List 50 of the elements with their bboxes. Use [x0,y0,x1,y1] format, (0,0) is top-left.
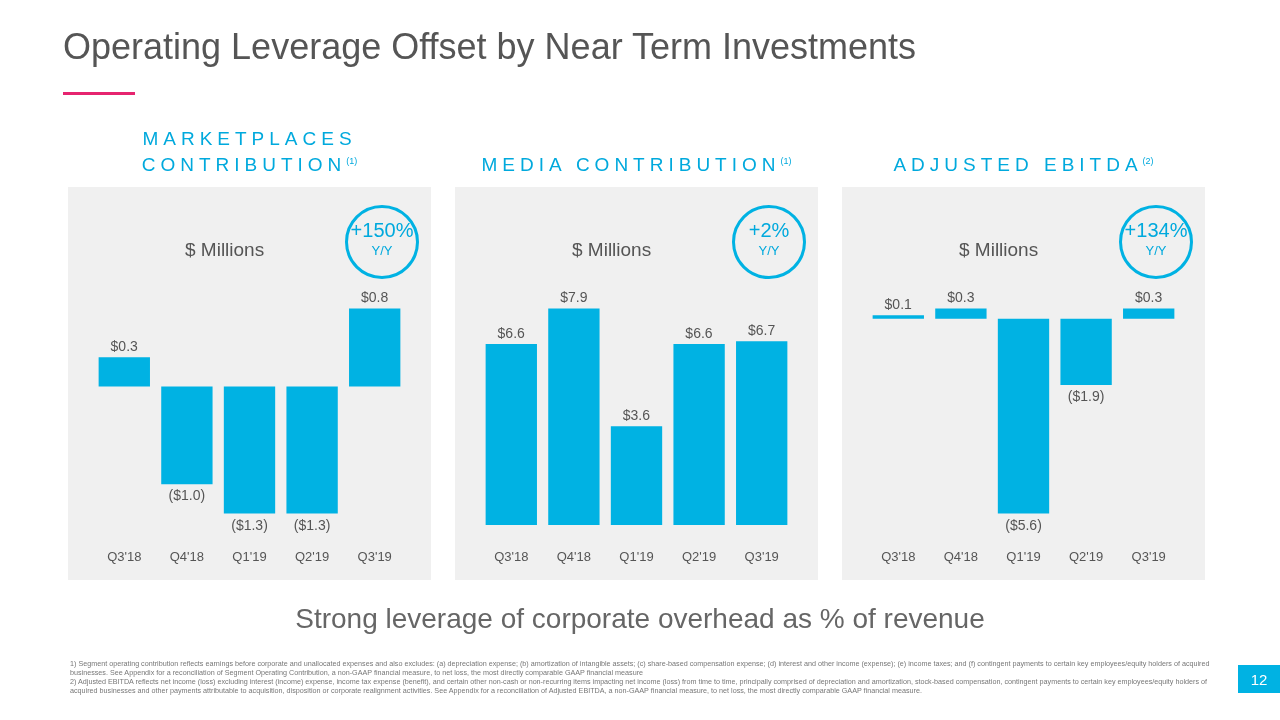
data-label: ($5.6) [1005,516,1042,533]
chart-subtitle: $ Millions [185,239,265,260]
bar [548,308,600,525]
data-label: ($1.3) [293,516,331,533]
text: Y/Y [1144,243,1168,258]
x-tick-label: Q4'18 [943,549,979,564]
bar [485,344,537,525]
data-label: ($1.3) [231,516,268,533]
data-label: $7.9 [560,289,588,306]
x-tick-label: Q3'19 [357,549,392,564]
x-tick-label: Q2'19 [294,549,330,564]
text: +2% [747,219,791,242]
data-label: $3.6 [622,407,651,424]
data-label: ($1.9) [1067,387,1105,404]
data-label: $0.1 [884,296,913,313]
text: Y/Y [370,243,394,258]
data-label: $6.6 [497,325,526,342]
x-tick-label: Q3'19 [744,549,779,564]
text: +134% [1123,219,1189,242]
data-label: $0.8 [360,289,389,306]
x-tick-label: Q2'19 [1068,549,1104,564]
x-tick-label: Q4'18 [169,549,205,564]
bar [673,344,725,525]
data-label: $0.3 [110,338,139,355]
x-tick-label: Q3'19 [1131,549,1166,564]
bar [736,341,788,525]
x-tick-label: Q1'19 [619,549,654,564]
x-tick-label: Q3'18 [107,549,142,564]
x-tick-label: Q1'19 [1006,549,1041,564]
x-tick-label: Q4'18 [556,549,592,564]
text: Operating Leverage Offset by Near Term Investments [63,26,917,68]
x-tick-label: Q3'18 [881,549,916,564]
x-tick-label: Q3'18 [494,549,529,564]
text: Strong leverage of corporate overhead as % of revenue [294,603,986,635]
data-label: $6.7 [747,322,776,339]
text: Y/Y [757,243,781,258]
bar [610,426,663,525]
chart-subtitle: $ Millions [572,239,652,260]
chart-title: MARKETPLACES CONTRIBUTION$^{(1)}$ [140,126,359,176]
data-label: $0.3 [1134,289,1163,306]
chart-title: ADJUSTED EBITDA$^{(2)}$ [893,153,1154,176]
text: 12 [1238,665,1280,693]
data-label: ($1.0) [168,487,206,504]
data-label: $0.3 [947,289,975,306]
chart-subtitle: $ Millions [959,239,1039,260]
chart-title: MEDIA CONTRIBUTION$^{(1)}$ [481,153,792,176]
data-label: $6.6 [685,325,713,342]
x-tick-label: Q1'19 [232,549,267,564]
text: +150% [349,219,415,242]
x-tick-label: Q2'19 [681,549,717,564]
